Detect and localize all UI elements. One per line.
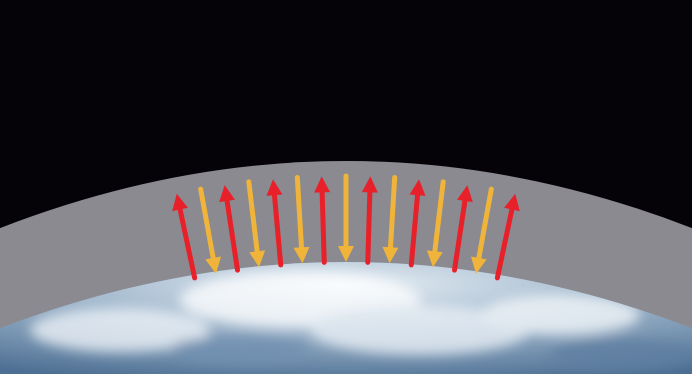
arrow-down-5-shaft [387,174,398,250]
arrow-up-3-head [266,179,283,196]
arrow-up-4-head [314,176,331,193]
arrow-down-6-head [426,250,443,268]
arrow-down-6-shaft [432,179,446,254]
arrow-up-8 [494,193,520,281]
arrow-up-7-head [457,185,473,203]
arrow-up-2-shaft [224,198,240,273]
arrow-up-4-shaft [319,189,327,265]
arrow-up-8-shaft [494,206,515,281]
arrow-down-4 [338,173,354,262]
arrow-down-1-shaft [198,186,216,261]
arrow-down-5 [382,174,399,264]
arrow-down-1-head [205,256,222,274]
arrow-up-8-head [504,193,520,212]
arrow-up-5-head [361,176,378,193]
arrow-up-7 [452,185,473,273]
arrow-up-6-shaft [408,192,421,268]
arrow-down-7-head [470,256,487,274]
arrow-up-3 [266,179,284,268]
arrow-down-7 [470,186,494,274]
arrow-up-1-head [172,193,188,212]
arrow-up-5 [361,176,378,265]
arrow-down-7-shaft [476,186,494,261]
arrow-up-7-shaft [452,198,468,273]
arrow-down-2 [246,179,266,268]
arrow-down-5-head [382,246,399,264]
arrow-up-2-head [219,185,235,203]
arrow-up-3-shaft [271,192,284,268]
arrow-down-1 [198,186,222,274]
arrow-up-1-shaft [177,206,198,281]
arrow-down-3 [293,174,310,264]
arrow-down-2-head [249,250,266,268]
arrow-down-6 [426,179,446,268]
arrow-up-2 [219,185,240,273]
arrows-group [172,173,520,281]
arrow-up-4 [314,176,331,265]
arrow-down-3-head [293,246,310,264]
arrow-down-3-shaft [294,174,305,250]
arrow-up-6-head [409,179,426,196]
arrow-up-6 [408,179,426,268]
earth-surface [0,262,692,374]
arrow-down-2-shaft [246,179,260,254]
arrow-up-1 [172,193,198,281]
arrow-down-4-head [338,246,354,262]
arrow-up-5-shaft [365,189,373,265]
